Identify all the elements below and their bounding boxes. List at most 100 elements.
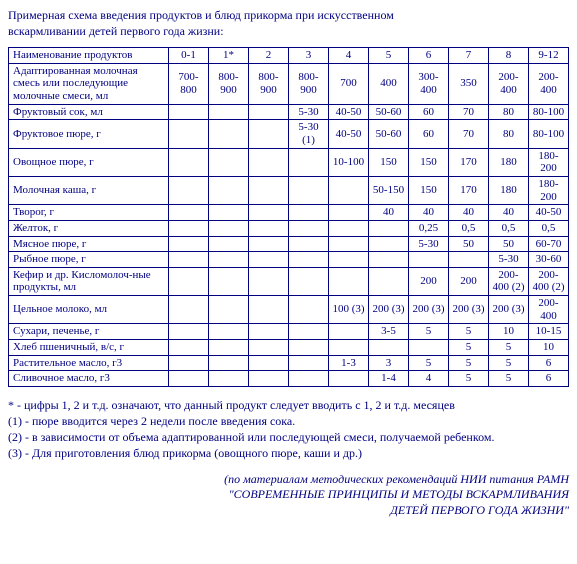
cell-value: 40-50 — [329, 104, 369, 120]
cell-value — [209, 371, 249, 387]
table-row: Кефир и др. Кисломолоч-ные продукты, мл2… — [9, 267, 569, 295]
cell-value: 300-400 — [409, 63, 449, 104]
footnote-line: (2) - в зависимости от объема адаптирова… — [8, 429, 569, 445]
cell-value — [449, 252, 489, 268]
cell-value — [209, 324, 249, 340]
cell-value — [329, 205, 369, 221]
cell-value: 0,5 — [489, 220, 529, 236]
cell-value: 150 — [409, 148, 449, 176]
col-month: 6 — [409, 48, 449, 64]
cell-value: 800-900 — [249, 63, 289, 104]
product-label: Мясное пюре, г — [9, 236, 169, 252]
source-credit: (по материалам методических рекомендаций… — [8, 472, 569, 519]
cell-value — [249, 104, 289, 120]
cell-value: 5-30 — [409, 236, 449, 252]
table-row: Фруктовое пюре, г5-30 (1)40-5050-6060708… — [9, 120, 569, 148]
cell-value — [289, 296, 329, 324]
col-month: 9-12 — [529, 48, 569, 64]
cell-value: 800-900 — [289, 63, 329, 104]
cell-value: 10-15 — [529, 324, 569, 340]
col-month: 5 — [369, 48, 409, 64]
footnote-line: * - цифры 1, 2 и т.д. означают, что данн… — [8, 397, 569, 413]
product-label: Сливочное масло, г3 — [9, 371, 169, 387]
cell-value: 200 (3) — [489, 296, 529, 324]
cell-value — [369, 220, 409, 236]
credit-line: (по материалам методических рекомендаций… — [8, 472, 569, 488]
col-month: 7 — [449, 48, 489, 64]
cell-value: 350 — [449, 63, 489, 104]
table-row: Фруктовый сок, мл5-3040-5050-6060708080-… — [9, 104, 569, 120]
page-title: Примерная схема введения продуктов и блю… — [8, 8, 569, 39]
cell-value — [209, 267, 249, 295]
cell-value — [369, 340, 409, 356]
cell-value: 6 — [529, 355, 569, 371]
cell-value — [249, 324, 289, 340]
cell-value — [369, 252, 409, 268]
title-line1: Примерная схема введения продуктов и блю… — [8, 8, 394, 22]
cell-value: 5 — [409, 355, 449, 371]
credit-line: "СОВРЕМЕННЫЕ ПРИНЦИПЫ И МЕТОДЫ ВСКАРМЛИВ… — [8, 487, 569, 503]
cell-value — [169, 252, 209, 268]
cell-value: 180-200 — [529, 148, 569, 176]
cell-value: 200 — [409, 267, 449, 295]
cell-value — [289, 324, 329, 340]
cell-value: 0,25 — [409, 220, 449, 236]
cell-value: 50-60 — [369, 120, 409, 148]
cell-value — [249, 355, 289, 371]
cell-value — [209, 296, 249, 324]
cell-value — [249, 120, 289, 148]
cell-value: 800-900 — [209, 63, 249, 104]
cell-value: 1-3 — [329, 355, 369, 371]
cell-value: 80-100 — [529, 104, 569, 120]
cell-value: 4 — [409, 371, 449, 387]
cell-value — [289, 252, 329, 268]
cell-value — [209, 340, 249, 356]
cell-value: 400 — [369, 63, 409, 104]
cell-value — [209, 148, 249, 176]
cell-value — [169, 324, 209, 340]
cell-value — [169, 104, 209, 120]
cell-value — [289, 205, 329, 221]
cell-value — [169, 220, 209, 236]
cell-value — [169, 236, 209, 252]
table-row: Мясное пюре, г5-30505060-70 — [9, 236, 569, 252]
cell-value — [249, 176, 289, 204]
cell-value: 70 — [449, 120, 489, 148]
footnote-line: (3) - Для приготовления блюд прикорма (о… — [8, 445, 569, 461]
cell-value — [209, 220, 249, 236]
cell-value: 3-5 — [369, 324, 409, 340]
cell-value: 40 — [369, 205, 409, 221]
cell-value: 1-4 — [369, 371, 409, 387]
cell-value — [369, 236, 409, 252]
product-label: Хлеб пшеничный, в/с, г — [9, 340, 169, 356]
cell-value: 700-800 — [169, 63, 209, 104]
cell-value: 200-400 — [529, 296, 569, 324]
cell-value: 180 — [489, 148, 529, 176]
cell-value — [169, 148, 209, 176]
cell-value: 50 — [449, 236, 489, 252]
cell-value — [289, 220, 329, 236]
cell-value: 40 — [409, 205, 449, 221]
cell-value: 200 — [449, 267, 489, 295]
product-label: Молочная каша, г — [9, 176, 169, 204]
cell-value — [209, 252, 249, 268]
cell-value: 50 — [489, 236, 529, 252]
cell-value — [209, 176, 249, 204]
cell-value — [249, 220, 289, 236]
cell-value — [249, 252, 289, 268]
cell-value: 70 — [449, 104, 489, 120]
cell-value: 5-30 (1) — [289, 120, 329, 148]
table-row: Сухари, печенье, г3-5551010-15 — [9, 324, 569, 340]
cell-value — [329, 324, 369, 340]
cell-value: 200 (3) — [369, 296, 409, 324]
cell-value: 150 — [369, 148, 409, 176]
cell-value: 5 — [449, 355, 489, 371]
cell-value: 50-150 — [369, 176, 409, 204]
footnotes: * - цифры 1, 2 и т.д. означают, что данн… — [8, 397, 569, 462]
feeding-schedule-table: Наименование продуктов0-11*23456789-12 А… — [8, 47, 569, 387]
table-row: Рыбное пюре, г5-3030-60 — [9, 252, 569, 268]
credit-line: ДЕТЕЙ ПЕРВОГО ГОДА ЖИЗНИ" — [8, 503, 569, 519]
cell-value: 80 — [489, 120, 529, 148]
cell-value — [249, 296, 289, 324]
cell-value: 10 — [529, 340, 569, 356]
